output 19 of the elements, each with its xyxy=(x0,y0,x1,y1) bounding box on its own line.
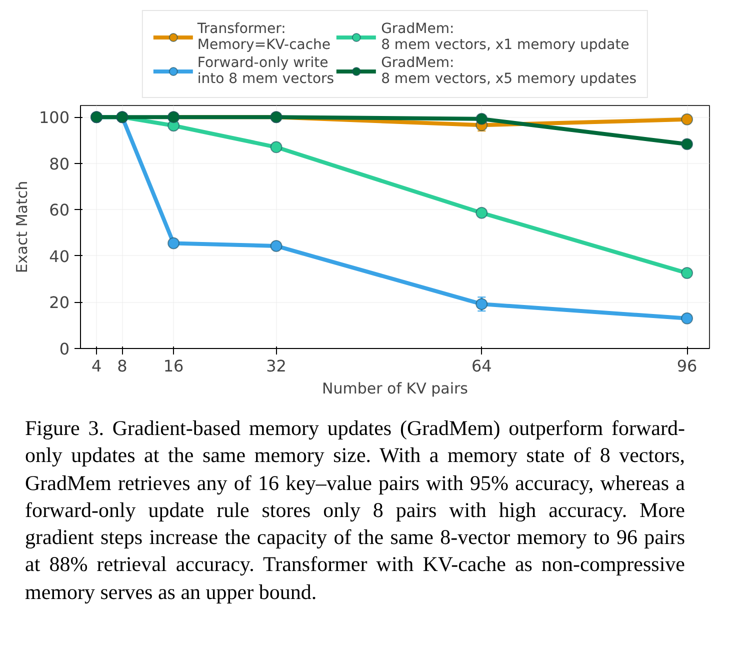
caption: Figure 3. Gradient-based memory updates (GradMem) outperform forward-only updates at the same memory size. With a memory state of 8 vectors, GradMem retrieves any of 16 key–value pairs with 95% accuracy, whereas a forward-only update rule stores only 8 pairs with high accuracy. More gradient steps increase the capacity of the same 8-vector memory to 96 pairs at 88% retrieval accuracy. Transformer with KV-cache as non-compressive memory serves as an upper bound. xyxy=(24,415,685,606)
legend-label: GradMem: 8 mem vectors, x1 memory update xyxy=(381,21,630,53)
y-tick-label: 80 xyxy=(49,154,70,174)
x-tick-label: 96 xyxy=(676,356,698,376)
y-tick-label: 60 xyxy=(49,200,70,220)
y-tick-label: 20 xyxy=(49,293,70,312)
y-tick-label: 100 xyxy=(38,108,70,128)
legend-label: Forward-only write into 8 mem vectors xyxy=(197,55,334,87)
x-axis-title: Number of KV pairs xyxy=(322,380,468,398)
x-tick-label: 32 xyxy=(266,356,286,376)
y-tick-label: 40 xyxy=(49,246,70,266)
x-tick-label: 16 xyxy=(163,356,184,376)
x-tick-label: 8 xyxy=(117,356,128,376)
legend-label: Transformer: Memory=KV-cache xyxy=(197,21,331,53)
x-tick-label: 64 xyxy=(471,356,492,376)
x-tick-label: 4 xyxy=(91,356,102,376)
y-tick-label: 0 xyxy=(59,340,70,358)
legend-label: GradMem: 8 mem vectors, x5 memory updates xyxy=(381,55,637,87)
y-axis-title: Exact Match xyxy=(12,180,31,274)
